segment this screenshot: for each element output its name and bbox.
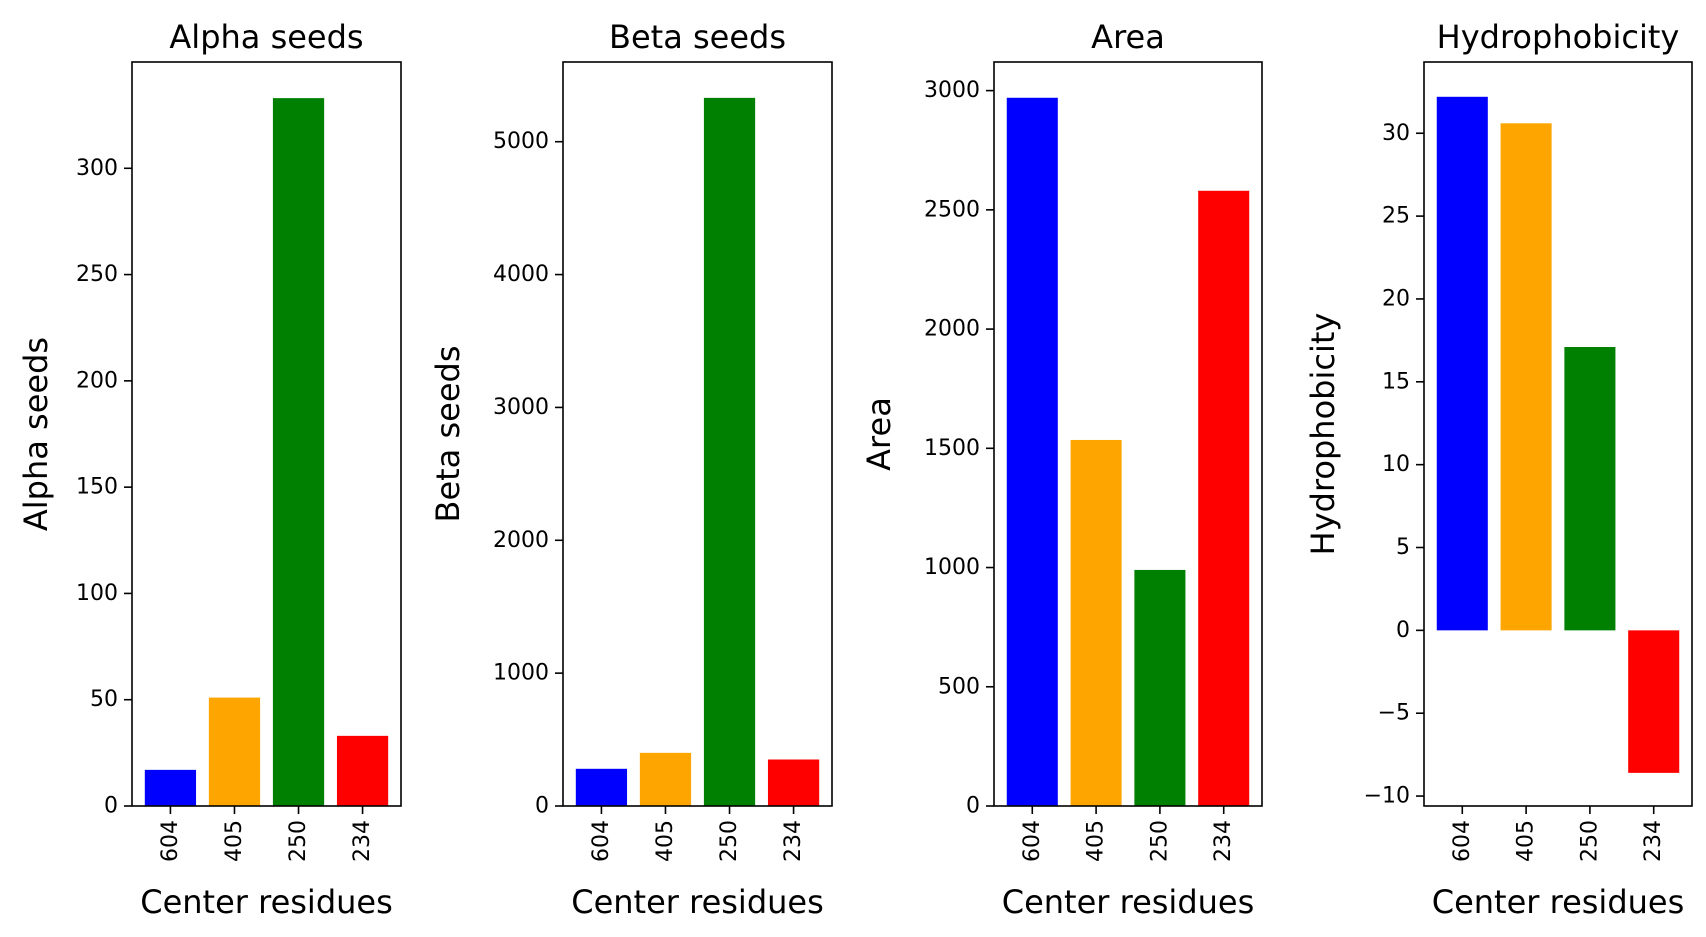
y-axis-label: Alpha seeds xyxy=(17,337,55,531)
plot-frame xyxy=(131,61,402,807)
y-tick-label: 20 xyxy=(1382,286,1410,311)
x-tick-label: 234 xyxy=(350,820,375,862)
y-tick-label: 1500 xyxy=(924,436,980,461)
bar-234 xyxy=(336,735,389,806)
bar-250 xyxy=(272,98,325,806)
y-tick-label: 3000 xyxy=(493,395,549,420)
y-tick-label: 150 xyxy=(76,475,118,500)
x-tick-label: 405 xyxy=(222,820,247,862)
chart-panel-0: 0 50 100 150 200 250 300 604 405 250 234 Alpha seed… xyxy=(17,18,402,921)
x-axis-label: Center residues xyxy=(1432,883,1685,921)
bar-250 xyxy=(703,97,756,806)
y-tick-label: −10 xyxy=(1364,784,1410,809)
y-tick-label: 4000 xyxy=(493,262,549,287)
x-tick-label: 234 xyxy=(1641,820,1666,862)
x-tick-label: 234 xyxy=(1211,820,1236,862)
y-tick-label: 0 xyxy=(966,794,980,819)
x-tick-label: 250 xyxy=(1577,820,1602,862)
y-tick-label: 300 xyxy=(76,156,118,181)
x-tick-label: 604 xyxy=(1020,820,1045,862)
bar-405 xyxy=(639,752,692,806)
x-tick-label: 604 xyxy=(1450,820,1475,862)
y-tick-label: 5000 xyxy=(493,129,549,154)
plot-frame xyxy=(993,61,1263,807)
bar-604 xyxy=(575,768,628,806)
plot-frame xyxy=(562,61,833,807)
x-tick-label: 604 xyxy=(158,820,183,862)
chart-title: Area xyxy=(1091,18,1165,56)
bar-250 xyxy=(1134,569,1186,806)
y-tick-label: 1000 xyxy=(924,555,980,580)
x-tick-label: 405 xyxy=(1084,820,1109,862)
x-axis-label: Center residues xyxy=(140,883,393,921)
y-tick-label: 200 xyxy=(76,368,118,393)
chart-title: Hydrophobicity xyxy=(1437,18,1680,56)
y-tick-label: 5 xyxy=(1396,535,1410,560)
y-tick-label: 0 xyxy=(535,794,549,819)
y-axis-label: Area xyxy=(860,397,898,471)
y-axis-label: Beta seeds xyxy=(429,346,467,523)
chart-panel-1: 0 1000 2000 3000 4000 5000 604 405 250 234 Beta se… xyxy=(429,18,833,921)
y-tick-label: 500 xyxy=(938,674,980,699)
bar-234 xyxy=(1628,630,1680,773)
bar-604 xyxy=(1436,96,1488,631)
x-tick-label: 250 xyxy=(717,820,742,862)
bar-604 xyxy=(144,769,197,806)
x-tick-label: 604 xyxy=(589,820,614,862)
y-tick-label: 10 xyxy=(1382,452,1410,477)
y-tick-label: 100 xyxy=(76,581,118,606)
chart-panel-3: −10 −5 0 5 10 15 20 25 30 604 405 250 234 Hydrophobic… xyxy=(1304,18,1693,921)
bar-234 xyxy=(767,759,820,806)
y-tick-label: 250 xyxy=(76,262,118,287)
y-tick-label: 1000 xyxy=(493,661,549,686)
y-tick-label: 25 xyxy=(1382,204,1410,229)
y-axis-label: Hydrophobicity xyxy=(1304,313,1342,556)
y-tick-label: 15 xyxy=(1382,369,1410,394)
x-axis-label: Center residues xyxy=(571,883,824,921)
chart-title: Beta seeds xyxy=(609,18,786,56)
x-tick-label: 250 xyxy=(286,820,311,862)
bar-405 xyxy=(208,697,261,806)
y-tick-label: 2000 xyxy=(924,317,980,342)
bar-250 xyxy=(1564,347,1616,631)
y-tick-label: 30 xyxy=(1382,121,1410,146)
x-axis-label: Center residues xyxy=(1002,883,1255,921)
chart-panel-2: 0 500 1000 1500 2000 2500 3000 604 405 250 234 Area… xyxy=(860,18,1263,921)
x-tick-label: 405 xyxy=(1514,820,1539,862)
y-tick-label: 2500 xyxy=(924,197,980,222)
plot-frame xyxy=(1423,61,1693,807)
x-tick-label: 250 xyxy=(1147,820,1172,862)
bar-405 xyxy=(1070,439,1122,806)
bar-405 xyxy=(1500,123,1552,631)
y-tick-label: 0 xyxy=(104,794,118,819)
y-tick-label: 2000 xyxy=(493,528,549,553)
y-tick-label: 50 xyxy=(90,687,118,712)
chart-title: Alpha seeds xyxy=(169,18,363,56)
y-tick-label: 0 xyxy=(1396,618,1410,643)
bar-234 xyxy=(1198,190,1250,806)
y-tick-label: −5 xyxy=(1378,701,1410,726)
y-tick-label: 3000 xyxy=(924,78,980,103)
x-tick-label: 234 xyxy=(781,820,806,862)
bar-604 xyxy=(1006,97,1058,807)
x-tick-label: 405 xyxy=(653,820,678,862)
